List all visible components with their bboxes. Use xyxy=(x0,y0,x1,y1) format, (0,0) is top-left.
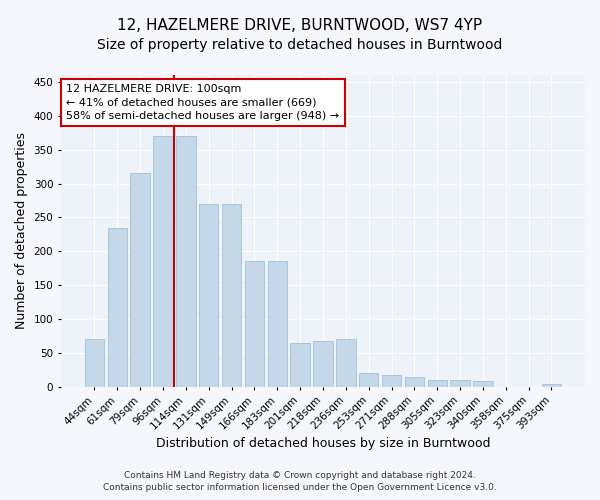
Bar xyxy=(313,341,332,387)
Text: Contains HM Land Registry data © Crown copyright and database right 2024.
Contai: Contains HM Land Registry data © Crown c… xyxy=(103,471,497,492)
Bar xyxy=(382,374,401,387)
Bar xyxy=(451,380,470,387)
Bar xyxy=(336,340,356,387)
Y-axis label: Number of detached properties: Number of detached properties xyxy=(15,132,28,330)
Bar xyxy=(268,262,287,387)
Bar xyxy=(199,204,218,387)
Bar xyxy=(154,136,173,387)
Bar xyxy=(222,204,241,387)
X-axis label: Distribution of detached houses by size in Burntwood: Distribution of detached houses by size … xyxy=(156,437,490,450)
Bar xyxy=(290,343,310,387)
Bar xyxy=(473,381,493,387)
Bar xyxy=(85,340,104,387)
Text: 12, HAZELMERE DRIVE, BURNTWOOD, WS7 4YP: 12, HAZELMERE DRIVE, BURNTWOOD, WS7 4YP xyxy=(118,18,482,32)
Bar xyxy=(542,384,561,387)
Bar xyxy=(130,174,150,387)
Bar xyxy=(176,136,196,387)
Bar xyxy=(107,228,127,387)
Bar xyxy=(359,374,379,387)
Text: Size of property relative to detached houses in Burntwood: Size of property relative to detached ho… xyxy=(97,38,503,52)
Bar xyxy=(428,380,447,387)
Bar xyxy=(245,262,264,387)
Text: 12 HAZELMERE DRIVE: 100sqm
← 41% of detached houses are smaller (669)
58% of sem: 12 HAZELMERE DRIVE: 100sqm ← 41% of deta… xyxy=(66,84,340,121)
Bar xyxy=(404,377,424,387)
